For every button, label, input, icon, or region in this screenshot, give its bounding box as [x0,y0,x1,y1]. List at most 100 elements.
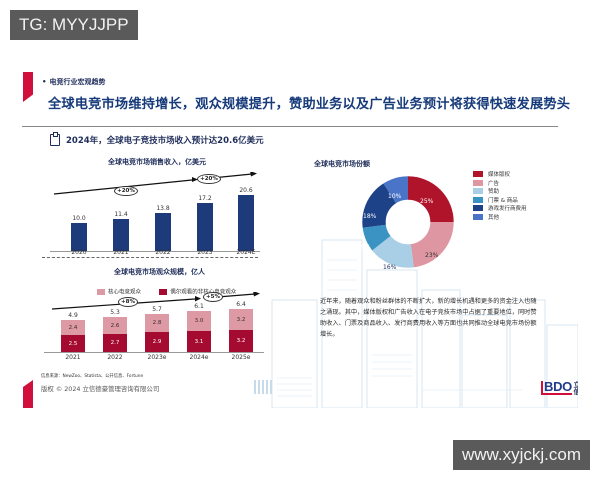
segment-casual: 3.1 [187,331,211,352]
legend-swatch-core [97,288,105,295]
legend-item: 其他 [473,213,527,222]
stack-2022: 2.6 2.7 [103,317,127,352]
share-legend: 媒体版权 广告 赞助 门票 & 商品 游戏发行商费用 其他 [473,170,527,221]
watermark-bottom: www.xyjckj.com [453,440,591,470]
segment-casual: 2.5 [61,335,85,352]
analysis-paragraph: 近年来，随着观众和粉丝群体的不断扩大，新的增长机遇和更多的资金注入也随之涌现。其… [320,298,537,338]
x-tick: 2021 [65,354,81,361]
total-label: 5.3 [110,309,120,316]
legend-item: 广告 [473,179,527,188]
legend-swatch [473,196,483,203]
stack-2023e: 2.8 2.9 [145,314,169,352]
legend-label: 其他 [488,214,500,221]
legend-swatch [473,205,483,212]
audience-chart-title: 全球电竞市场观众规模，亿人 [114,268,205,276]
legend-swatch [473,171,483,178]
slice-label: 25% [420,198,434,205]
revenue-cagr-badge-1: +20% [114,186,138,196]
legend-item: 游戏发行商费用 [473,204,527,213]
total-label: 5.7 [152,306,162,313]
chart-divider [42,257,258,258]
legend-label: 偶尔观看的非核心电竞观众 [170,289,237,296]
slice-other [383,176,408,204]
logo-cn-text: 立信 [573,381,578,395]
bar-2021 [113,219,129,251]
bar-value: 13.8 [156,205,170,212]
x-tick: 2025e [231,354,251,361]
audience-x-axis [44,352,264,353]
total-label: 6.1 [194,303,204,310]
audience-cagr-badge-2: +5% [203,292,223,302]
revenue-x-axis [50,251,260,252]
bar-2020 [71,223,87,251]
bar-value: 20.6 [239,187,253,194]
legend-swatch [473,179,483,186]
segment-core: 2.4 [61,320,85,335]
segment-casual: 2.7 [103,334,127,352]
legend-swatch [473,213,483,220]
legend-item: 门票 & 商品 [473,196,527,205]
legend-label: 门票 & 商品 [488,197,518,204]
bar-value: 17.2 [198,195,212,202]
bar-value: 10.0 [72,215,86,222]
stack-2021: 2.4 2.5 [61,320,85,352]
bar-value: 11.4 [114,211,128,218]
slice-tickets-merch [362,224,391,251]
logo-text: BDO [541,380,572,395]
x-tick: 2022 [107,354,123,361]
legend-label: 核心电竞观众 [108,289,142,296]
segment-core: 2.8 [145,314,169,332]
slice-label: 9% [361,244,371,251]
revenue-chart-title: 全球电竞市场销售收入，亿美元 [108,158,206,166]
bdo-logo: BDO 立信 [541,380,578,395]
share-donut-chart [361,175,455,269]
legend-swatch-casual [159,288,168,295]
x-tick: 2021 [113,249,129,256]
legend-item: 赞助 [473,187,527,196]
bar-2023 [197,203,213,251]
slice-advertising [410,222,454,268]
segment-casual: 2.9 [145,332,169,352]
share-chart-title: 全球电竞市场份额 [314,160,370,168]
subheading: 2024年，全球电子竞技市场收入预计达20.6亿美元 [50,132,264,146]
legend-item: 媒体版权 [473,170,527,179]
accent-bar-bottom [23,380,33,408]
slice-publisher-fees [361,183,397,228]
stack-2024e: 3.0 3.1 [187,311,211,352]
page-title: 全球电竞市场维持增长，观众规模提升，赞助业务以及广告业务预计将获得快速发展势头 [48,97,571,112]
title-divider [22,126,558,127]
segment-core: 3.2 [229,309,253,330]
bar-2024e [238,195,254,251]
x-tick: 2022 [155,249,171,256]
segment-core: 3.0 [187,311,211,331]
x-tick: 2023 [197,249,213,256]
audience-cagr-badge-1: +8% [118,297,138,307]
source-note: 信息来源：NewZoo、Statista、公开信息、Fortune [41,374,144,379]
legend-label: 媒体版权 [488,172,511,179]
x-tick: 2024e [189,354,209,361]
slice-label: 10% [388,193,402,200]
accent-bar-top [23,72,33,102]
slice-media-rights [408,176,454,222]
legend-swatch [473,188,483,195]
total-label: 4.9 [68,312,78,319]
legend-label: 广告 [488,180,500,187]
slice-label: 16% [383,264,397,271]
audience-legend: 核心电竞观众 偶尔观看的非核心电竞观众 [97,281,236,300]
x-tick: 2024E [236,249,256,256]
segment-core: 2.6 [103,317,127,334]
stack-2025e: 3.2 3.2 [229,309,253,352]
x-tick: 2020 [71,249,87,256]
bar-2022 [155,213,171,251]
slide: 电竞行业宏观趋势 全球电竞市场维持增长，观众规模提升，赞助业务以及广告业务预计将… [22,60,578,408]
legend-label: 赞助 [488,189,500,196]
segment-casual: 3.2 [229,330,253,352]
legend-label: 游戏发行商费用 [488,206,527,213]
subheading-text: 2024年，全球电子竞技市场收入预计达20.6亿美元 [66,136,264,146]
clipboard-icon [50,132,60,146]
slice-label: 18% [363,213,377,220]
copyright: 版权 © 2024 立信德豪管理咨询有限公司 [41,385,160,393]
total-label: 6.4 [236,301,246,308]
revenue-cagr-badge-2: +20% [197,174,221,184]
slice-label: 23% [425,252,439,259]
